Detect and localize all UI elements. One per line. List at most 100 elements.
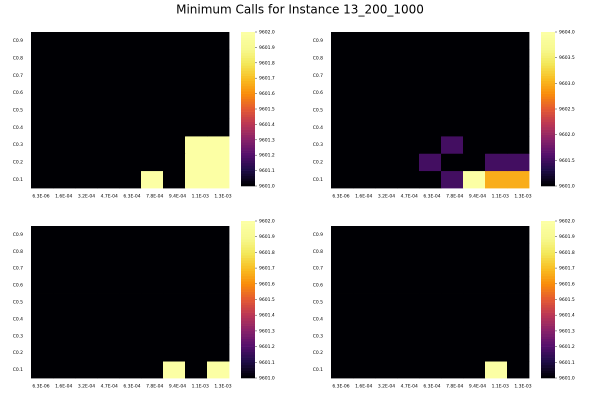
heatmap-cell (97, 170, 120, 189)
heatmap-cell (97, 361, 120, 379)
heatmap-cell (75, 118, 98, 137)
colorbar-segment (241, 323, 255, 326)
heatmap-cell (485, 49, 508, 68)
colorbar-segment (541, 67, 555, 71)
heatmap-cell (185, 32, 208, 50)
heatmap-cell (141, 32, 164, 50)
heatmap-cell (463, 344, 486, 362)
heatmap-cell (53, 49, 76, 68)
heatmap-cell (75, 49, 98, 68)
heatmap-cell (207, 276, 230, 294)
heatmap-cell (353, 242, 376, 261)
colorbar-segment (241, 231, 255, 235)
heatmap-cell (97, 66, 120, 85)
heatmap-cell (163, 276, 186, 294)
heatmap-cell (31, 327, 54, 345)
colorbar-segment (541, 239, 555, 243)
heatmap-cell (207, 293, 230, 311)
heatmap-cell (397, 276, 420, 294)
heatmap-cell (353, 66, 376, 85)
heatmap-cell (353, 101, 376, 120)
colorbar-segment (241, 42, 255, 46)
colorbar-segment (241, 312, 255, 316)
x-tick-label: 3.2E-04 (78, 384, 95, 390)
colorbar-segment (241, 252, 255, 256)
heatmap-cell (163, 118, 186, 137)
heatmap-cell (97, 49, 120, 68)
colorbar-segment (241, 236, 255, 240)
heatmap-cell (375, 118, 398, 137)
heatmap-cell (97, 84, 120, 102)
heatmap-cell (163, 310, 186, 328)
colorbar-segment (241, 178, 255, 182)
heatmap-cell (119, 344, 142, 362)
colorbar-segment (541, 275, 555, 279)
y-tick-label: C0.6 (13, 90, 23, 96)
heatmap-cell (119, 361, 142, 379)
heatmap-cell (53, 361, 76, 379)
colorbar-segment (241, 132, 255, 135)
colorbar-segment (541, 73, 555, 76)
heatmap-cell (119, 310, 142, 328)
colorbar-tick-label: 9601.6 (259, 281, 275, 287)
colorbar-segment (241, 359, 255, 363)
colorbar-segment (541, 289, 555, 292)
heatmap-cell (463, 136, 486, 154)
colorbar-segment (241, 304, 255, 308)
colorbar-segment (241, 147, 255, 151)
heatmap-cell (53, 310, 76, 328)
y-tick-label: C0.8 (13, 56, 23, 62)
colorbar-segment (541, 255, 555, 258)
heatmap-panels: C0.1 C0.2 C0.3 C0.4 C0.5 C0.6 C0.7 C0.8 C0.9 6.3E… (13, 30, 575, 390)
heatmap-cell (119, 118, 142, 137)
heatmap-cell (53, 344, 76, 362)
colorbar-segment (541, 281, 555, 285)
colorbar-segment (241, 78, 255, 82)
colorbar-tick-label: 9601.7 (259, 266, 275, 272)
heatmap-cell (397, 84, 420, 102)
colorbar-segment (541, 312, 555, 316)
colorbar-segment (241, 134, 255, 138)
colorbar-segment (541, 116, 555, 120)
colorbar-segment (541, 304, 555, 308)
heatmap-cell (31, 153, 54, 172)
colorbar-segment (541, 47, 555, 51)
heatmap-cell (507, 242, 530, 261)
colorbar-segment (541, 157, 555, 161)
y-tick-label: C0.3 (13, 142, 23, 148)
colorbar-segment (241, 370, 255, 374)
colorbar-segment (541, 286, 555, 290)
colorbar-segment (541, 228, 555, 232)
colorbar-segment (241, 239, 255, 243)
colorbar-segment (541, 346, 555, 350)
colorbar-segment (541, 294, 555, 298)
heatmap-cell (485, 361, 508, 379)
colorbar-segment (241, 343, 255, 347)
heatmap-cell (507, 276, 530, 294)
colorbar-segment (541, 362, 555, 366)
heatmap-cell (207, 361, 230, 379)
colorbar-segment (541, 96, 555, 100)
colorbar-segment (541, 121, 555, 125)
colorbar-segment (241, 91, 255, 94)
colorbar-tick-label: 9601.1 (559, 360, 575, 366)
colorbar-segment (241, 262, 255, 266)
colorbar-segment (241, 372, 255, 376)
heatmap-cell (163, 344, 186, 362)
colorbar-segment (541, 134, 555, 138)
heatmap-cell (353, 327, 376, 345)
colorbar-segment (241, 75, 255, 79)
colorbar-segment (541, 160, 555, 164)
heatmap-cell (507, 153, 530, 172)
colorbar-segment (541, 80, 555, 84)
colorbar-segment (241, 175, 255, 179)
colorbar-tick-label: 9601.6 (559, 281, 575, 287)
x-tick-label: 7.8E-04 (446, 194, 463, 200)
colorbar-tick-label: 9601.5 (259, 297, 275, 303)
heatmap-cell (53, 66, 76, 85)
y-tick-label: C0.4 (13, 125, 23, 131)
colorbar-segment (541, 341, 555, 345)
heatmap-cell (375, 49, 398, 68)
y-tick-label: C0.8 (313, 249, 323, 255)
heatmap-cell (419, 170, 442, 189)
